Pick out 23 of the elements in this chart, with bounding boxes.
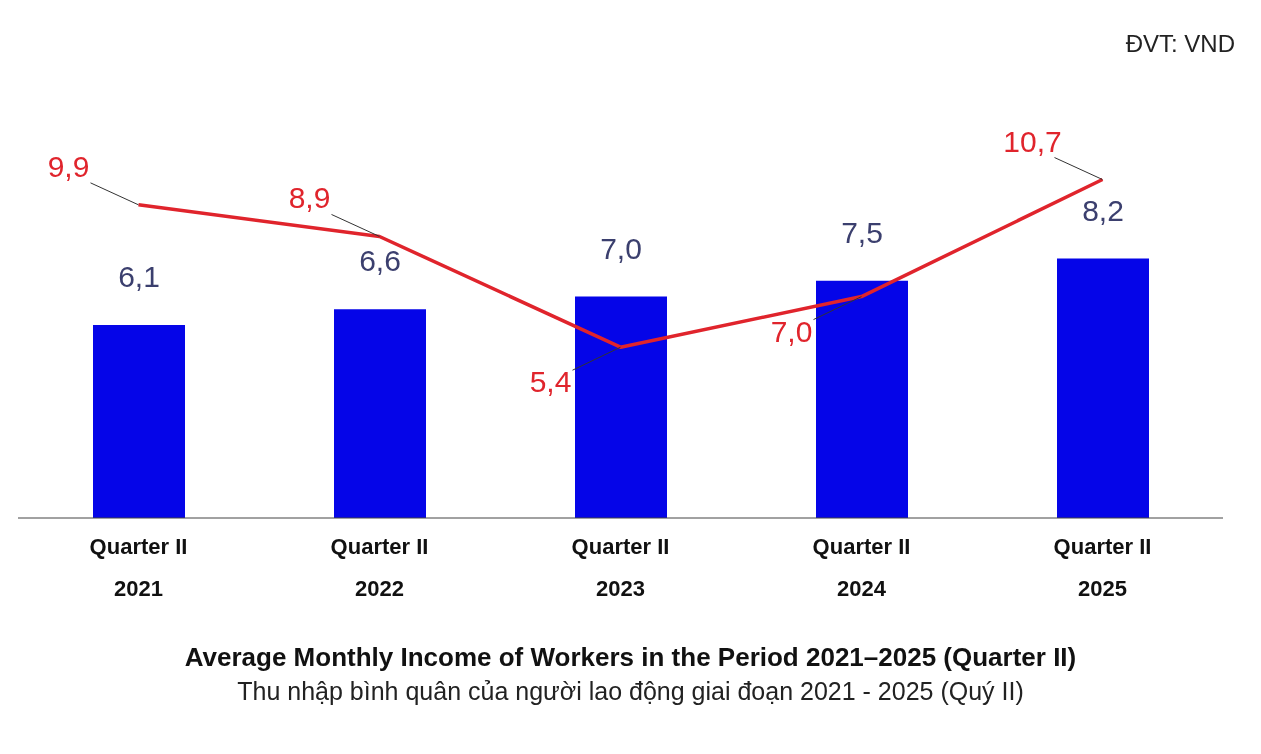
text: Thu nhập bình quân của người lao động giai đoạn 2021 - 2025 (Quý II) (236, 677, 1025, 706)
data-label: 8,9 (288, 181, 331, 215)
bar (1057, 258, 1149, 518)
data-label: 9,9 (47, 149, 90, 183)
data-label: 7,0 (770, 314, 813, 348)
x-tick-label: Quarter II 2023 (571, 534, 670, 601)
data-label: 6,1 (118, 260, 160, 294)
x-tick-label: Quarter II 2022 (330, 534, 429, 601)
text: Average Monthly Income of Workers in the Period 2021–2025 (Quarter II) (183, 642, 1078, 673)
data-label: 8,2 (1082, 193, 1124, 227)
x-tick-label: Quarter II 2021 (89, 534, 188, 601)
bar (334, 309, 426, 518)
data-label: 7,0 (600, 231, 642, 265)
bar (816, 280, 908, 518)
data-label: 6,6 (359, 244, 401, 278)
x-tick-label: Quarter II 2025 (1053, 534, 1152, 601)
text: ĐVT: VND (1125, 30, 1235, 58)
data-label: 10,7 (1003, 124, 1062, 158)
data-label: 7,5 (841, 215, 883, 249)
x-tick-label: Quarter II 2024 (812, 534, 911, 601)
bar (575, 296, 667, 518)
bar (93, 325, 185, 518)
data-label: 5,4 (529, 365, 572, 399)
